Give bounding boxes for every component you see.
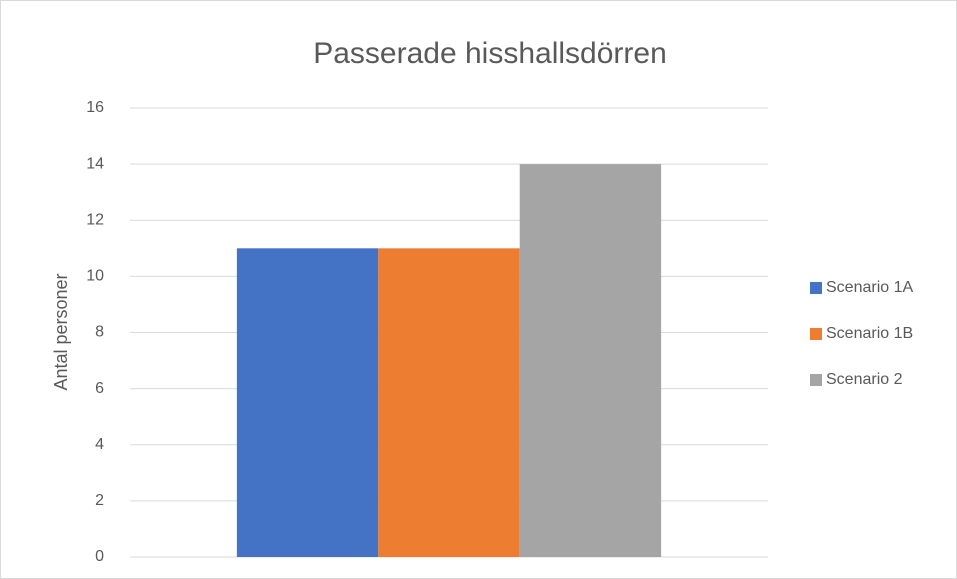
chart-title: Passerade hisshallsdörren [313,37,667,70]
y-tick-label: 14 [86,155,104,172]
y-tick-label: 2 [95,492,104,509]
bar [519,164,662,557]
y-tick-label: 8 [95,324,104,341]
legend-swatch [810,374,822,386]
bar [378,248,520,557]
y-axis-label: Antal personer [51,273,71,390]
legend-label: Scenario 2 [826,371,903,388]
bar [236,248,379,557]
legend-label: Scenario 1B [826,325,913,342]
legend-swatch [810,328,822,340]
y-tick-label: 0 [95,548,104,565]
legend-label: Scenario 1A [826,279,913,296]
y-tick-label: 6 [95,380,104,397]
y-tick-label: 10 [86,268,104,285]
y-tick-label: 4 [95,436,104,453]
y-tick-label: 16 [86,99,104,116]
y-tick-label: 12 [86,211,104,228]
legend-swatch [810,282,822,294]
